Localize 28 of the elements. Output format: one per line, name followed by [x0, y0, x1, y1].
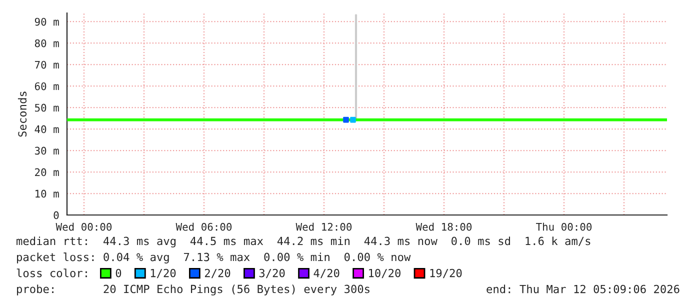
x-tick-label: Wed 00:00: [56, 222, 112, 231]
x-tick-label: Wed 06:00: [176, 222, 232, 231]
y-tick-label: 80 m: [34, 39, 59, 48]
y-tick-label: 60 m: [34, 82, 59, 90]
legend-label: 10/20: [369, 268, 400, 278]
y-tick-label: 10 m: [36, 190, 59, 198]
y-tick-label: 0: [54, 211, 59, 220]
legend-label: 3/20: [259, 268, 285, 278]
text: median rtt: 44.3 ms avg 44.5 ms max 44.2 ms min 44.3 ms now 0.0 ms sd 1.6 k am/s: [16, 236, 590, 248]
legend-title: loss color:: [16, 268, 87, 278]
y-tick-label: 30 m: [34, 146, 59, 155]
text: packet loss: 0.04 % avg 7.13 % max 0.00 % min 0.00 % now: [17, 252, 411, 264]
legend-label: 2/20: [204, 268, 230, 278]
y-tick-label: 40 m: [34, 125, 59, 134]
text: probe: 20 ICMP Echo Pings (56 Bytes) every 300s: [17, 284, 370, 296]
y-tick-label: 70 m: [34, 60, 59, 69]
text: end: Thu Mar 12 05:09:06 2026: [486, 284, 680, 294]
x-tick-label: Wed 18:00: [416, 222, 472, 231]
y-axis-title: Seconds: [18, 92, 27, 137]
y-tick-label: 50 m: [35, 104, 59, 112]
legend-label: 0: [116, 268, 122, 278]
y-tick-label: 90 m: [34, 18, 59, 26]
legend-label: 1/20: [150, 268, 176, 278]
legend-label: 19/20: [430, 268, 462, 278]
y-tick-label: 20 m: [35, 168, 59, 176]
x-tick-label: Wed 12:00: [296, 222, 352, 231]
legend-label: 4/20: [314, 268, 340, 278]
x-tick-label: Thu 00:00: [536, 222, 592, 231]
